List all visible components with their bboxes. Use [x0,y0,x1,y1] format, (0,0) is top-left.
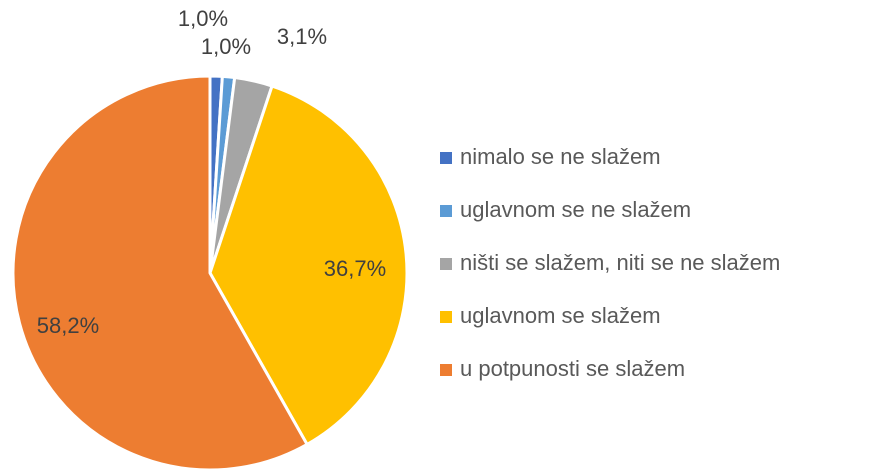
pie-slice [208,84,409,446]
legend-label: nimalo se ne slažem [460,144,661,169]
legend-label: uglavnom se ne slažem [460,197,691,222]
legend-swatch [440,311,452,323]
data-label: 58,2% [37,313,99,338]
legend-swatch [440,205,452,217]
legend-swatch [440,364,452,376]
legend-label: uglavnom se slažem [460,303,661,328]
data-label: 1,0% [201,34,251,59]
data-label: 1,0% [178,6,228,31]
legend-label: ništi se slažem, niti se ne slažem [460,250,780,275]
data-label: 3,1% [277,24,327,49]
legend-swatch [440,152,452,164]
legend-label: u potpunosti se slažem [460,356,685,381]
data-label: 36,7% [324,256,386,281]
legend-swatch [440,258,452,270]
